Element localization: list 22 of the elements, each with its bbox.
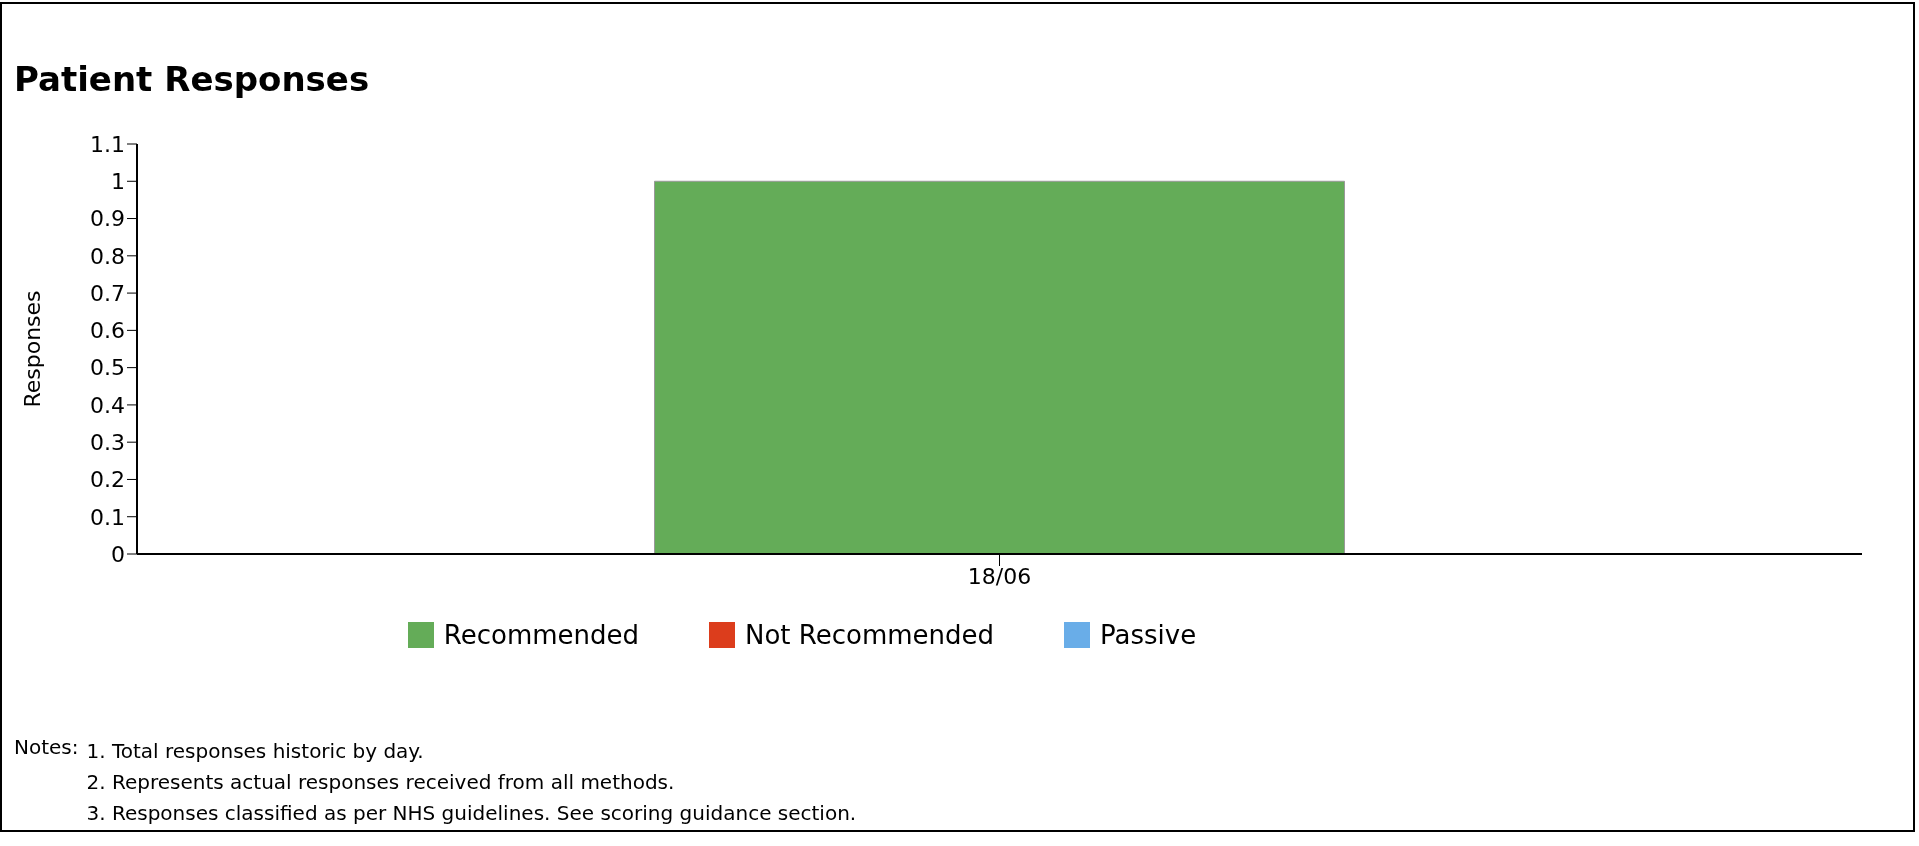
y-tick-label: 0.1 xyxy=(90,504,125,530)
x-tick-label: 18/06 xyxy=(967,563,1032,589)
y-tick-label: 0.2 xyxy=(90,467,125,493)
y-tick-label: 0.9 xyxy=(90,206,125,232)
y-tick-label: 0.6 xyxy=(90,318,125,344)
text: 3. Responses classified as per NHS guidelines. See scoring guidance section. xyxy=(86,800,857,827)
legend-label: Recommended xyxy=(443,620,640,650)
y-tick-label: 1.1 xyxy=(90,131,125,157)
chart-title: Patient Responses xyxy=(14,59,370,99)
text: 1. Total responses historic by day. xyxy=(86,738,425,765)
y-tick-label: 0 xyxy=(111,541,125,567)
text: Notes: xyxy=(14,734,79,761)
y-tick-label: 0.5 xyxy=(90,355,125,381)
legend-label: Not Recommended xyxy=(745,620,995,650)
legend-label: Passive xyxy=(1100,620,1197,650)
text: 2. Represents actual responses received from all methods. xyxy=(86,769,676,796)
y-axis-title: Responses xyxy=(19,290,45,408)
y-tick-label: 0.8 xyxy=(90,243,125,269)
y-tick-label: 0.7 xyxy=(90,280,125,306)
y-tick-label: 0.4 xyxy=(90,392,125,418)
y-tick-label: 1 xyxy=(111,169,125,195)
y-tick-label: 0.3 xyxy=(90,429,125,455)
